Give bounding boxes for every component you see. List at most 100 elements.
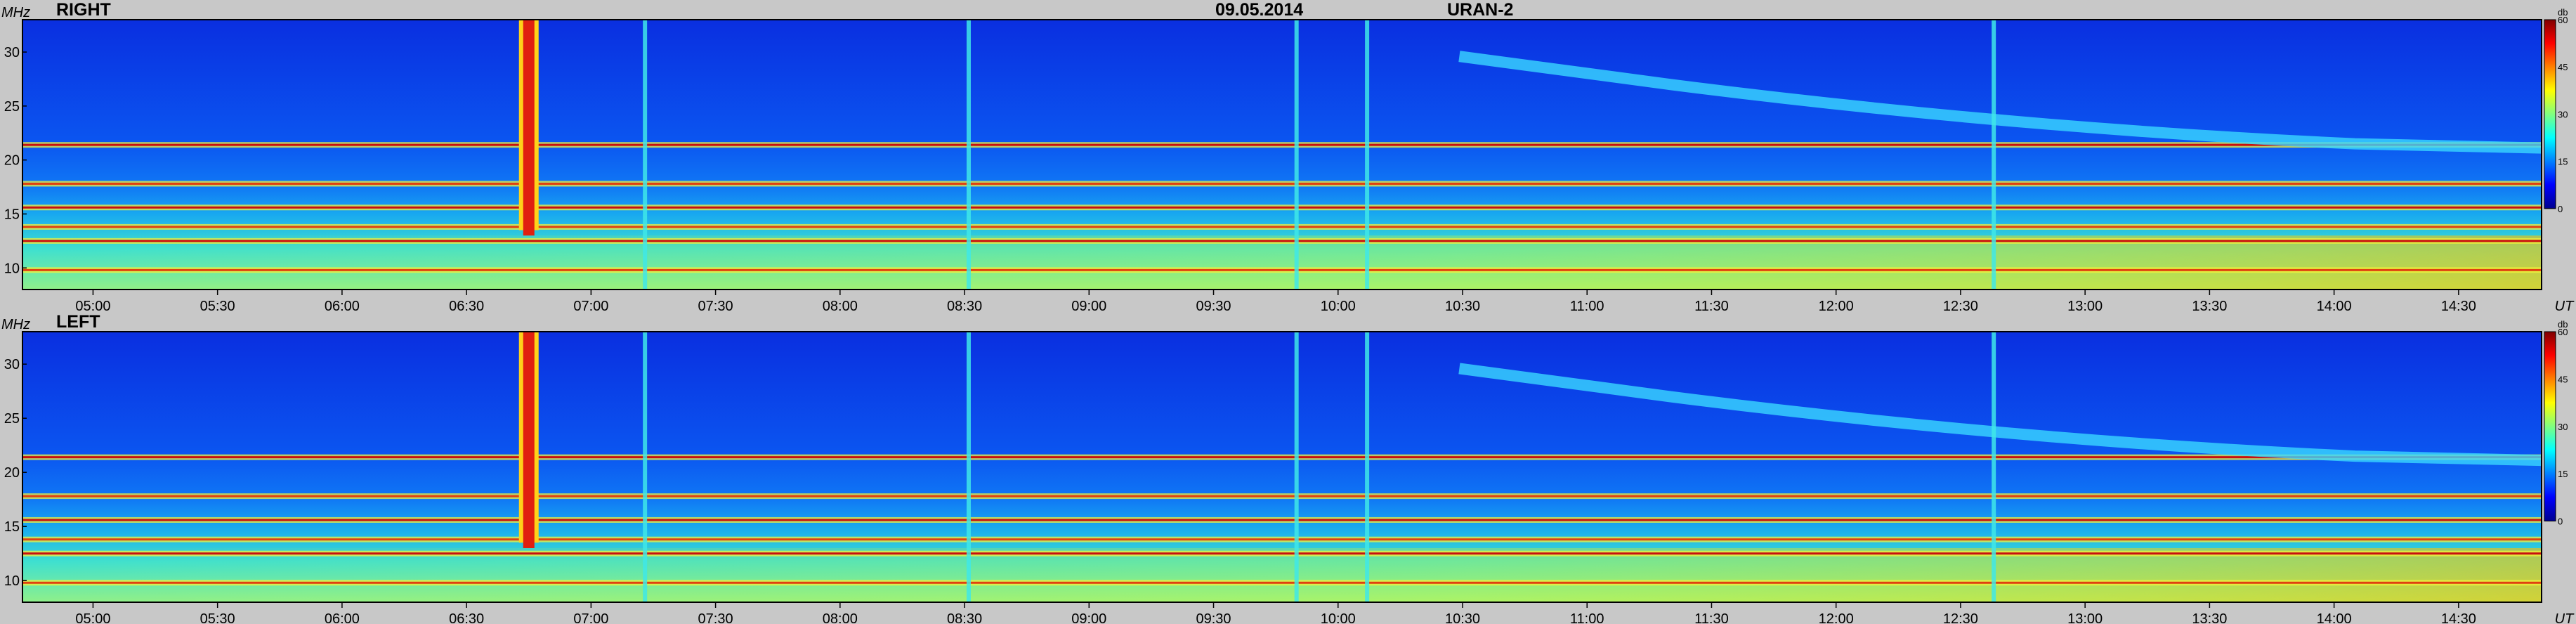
x-tick-label: 13:00 (2067, 299, 2103, 314)
x-tick-label: 08:00 (823, 611, 858, 624)
x-tick-label: 07:00 (573, 611, 608, 624)
persistent-band (22, 182, 2542, 185)
x-tick-label: 06:30 (449, 299, 484, 314)
x-tick-label: 06:00 (325, 299, 360, 314)
x-tick-label: 12:00 (1819, 611, 1854, 624)
persistent-band (22, 538, 2542, 541)
x-tick-label: 13:00 (2067, 611, 2103, 624)
y-tick-label: 30 (4, 357, 20, 372)
colorbar (2544, 19, 2556, 209)
x-tick-label: 09:00 (1071, 299, 1106, 314)
x-tick-label: 14:00 (2317, 299, 2352, 314)
persistent-band (22, 581, 2542, 584)
y-axis-label: MHz (1, 317, 30, 332)
x-tick-label: 13:30 (2192, 611, 2227, 624)
x-tick-label: 12:30 (1943, 611, 1978, 624)
x-tick-label: 14:00 (2317, 611, 2352, 624)
y-tick-label: 10 (4, 261, 20, 276)
colorbar-tick-label: 60 (2558, 327, 2568, 337)
persistent-band (22, 226, 2542, 228)
burst (1365, 332, 1370, 602)
panel-title: LEFT (56, 312, 100, 332)
burst (1365, 20, 1370, 290)
x-tick-label: 07:00 (573, 299, 608, 314)
panel-title: RIGHT (56, 0, 111, 20)
y-tick-label: 20 (4, 465, 20, 481)
colorbar (2544, 331, 2556, 521)
x-tick-label: 07:30 (698, 611, 733, 624)
x-tick-label: 14:30 (2441, 611, 2476, 624)
x-tick-label: 09:30 (1196, 299, 1231, 314)
x-tick-label: 11:00 (1570, 299, 1604, 314)
y-tick-label: 30 (4, 45, 20, 60)
colorbar-tick-label: 30 (2558, 109, 2568, 119)
colorbar-tick-label: 30 (2558, 422, 2568, 432)
colorbar-label: db (2558, 7, 2568, 18)
x-tick-label: 09:00 (1071, 611, 1106, 624)
burst (643, 332, 648, 602)
x-tick-label: 05:00 (75, 299, 110, 314)
x-tick-label: 10:30 (1445, 611, 1480, 624)
x-axis-label: UT (2555, 299, 2575, 314)
colorbar-label: db (2558, 319, 2568, 330)
drifting-band (1458, 51, 2542, 154)
low-frequency-emission (22, 235, 2542, 290)
x-tick-label: 12:00 (1819, 299, 1854, 314)
x-tick-label: 06:30 (449, 611, 484, 624)
plot-frame (22, 19, 2542, 290)
drifting-band (1458, 363, 2542, 467)
y-axis-label: MHz (1, 5, 30, 20)
x-tick-label: 07:30 (698, 299, 733, 314)
x-tick-label: 10:30 (1445, 299, 1480, 314)
x-tick-label: 09:30 (1196, 611, 1231, 624)
persistent-band (22, 268, 2542, 271)
y-tick-label: 25 (4, 99, 20, 115)
burst (1294, 20, 1299, 290)
x-tick-label: 13:30 (2192, 299, 2227, 314)
x-axis-label: UT (2555, 611, 2575, 624)
spectrogram-panel-right: RIGHT MHz 10 15 20 25 30 05:00 05:30 06:00 06:30 07… (1, 0, 2575, 314)
burst (643, 20, 648, 290)
burst-strong (523, 20, 535, 236)
burst (1294, 332, 1299, 602)
x-tick-label: 12:30 (1943, 299, 1978, 314)
y-tick-label: 15 (4, 519, 20, 535)
colorbar-tick-label: 15 (2558, 469, 2568, 479)
colorbar-tick-label: 0 (2558, 204, 2563, 214)
colorbar-tick-label: 45 (2558, 62, 2568, 72)
persistent-band (22, 519, 2542, 521)
date-label: 09.05.2014 (1215, 0, 1304, 20)
persistent-band (22, 206, 2542, 209)
instrument-label: URAN-2 (1447, 0, 1514, 20)
plot-frame (22, 331, 2542, 603)
y-tick-label: 20 (4, 153, 20, 169)
y-tick-label: 25 (4, 411, 20, 427)
x-tick-label: 14:30 (2441, 299, 2476, 314)
persistent-band (22, 552, 2542, 555)
low-frequency-emission (22, 548, 2542, 602)
burst-strong (523, 332, 535, 548)
x-tick-label: 11:30 (1694, 299, 1729, 314)
x-tick-label: 10:00 (1321, 299, 1356, 314)
y-tick-label: 15 (4, 207, 20, 222)
persistent-band (22, 456, 2542, 459)
burst (1992, 20, 1996, 290)
persistent-band (22, 143, 2542, 146)
y-tick-label: 10 (4, 573, 20, 589)
x-tick-label: 11:30 (1694, 611, 1729, 624)
x-tick-label: 08:30 (947, 299, 982, 314)
x-tick-label: 10:00 (1321, 611, 1356, 624)
colorbar-tick-label: 45 (2558, 374, 2568, 384)
x-tick-label: 11:00 (1570, 611, 1604, 624)
x-tick-label: 05:00 (75, 611, 110, 624)
colorbar-tick-label: 0 (2558, 516, 2563, 527)
burst (1992, 332, 1996, 602)
colorbar-tick-label: 60 (2558, 15, 2568, 25)
x-tick-label: 05:30 (200, 299, 235, 314)
x-tick-label: 06:00 (325, 611, 360, 624)
x-tick-label: 05:30 (200, 611, 235, 624)
x-tick-label: 08:00 (823, 299, 858, 314)
burst (966, 20, 971, 290)
x-tick-label: 08:30 (947, 611, 982, 624)
